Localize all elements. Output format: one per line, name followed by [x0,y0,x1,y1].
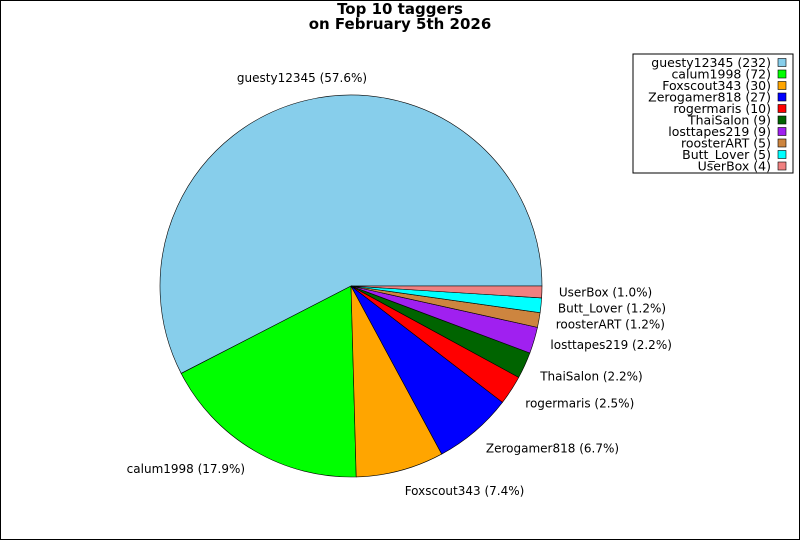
pie-slice-guesty12345 [159,94,543,374]
pie-slice-userbox [350,285,543,299]
legend-label-rogermaris: rogermaris (10) [673,101,771,116]
slice-label-userbox: UserBox (1.0%) [559,286,652,300]
legend-swatch-foxscout343 [777,81,787,90]
legend-label-losttapes219: losttapes219 (9) [668,124,771,139]
slice-label-zerogamer818: Zerogamer818 (6.7%) [486,441,619,455]
legend-swatch-userbox [777,161,787,171]
legend-swatch-calum1998 [777,69,787,79]
slice-label-foxscout343: Foxscout343 (7.4%) [405,484,525,498]
legend-swatch-thaisalon [777,115,787,125]
chart-title-line1: Top 10 taggers [337,0,463,18]
legend-swatch-guesty12345 [777,58,787,67]
legend-label-calum1998: calum1998 (72) [671,67,771,82]
legend-swatch-losttapes219 [777,127,787,136]
legend-label-roosterart: roosterART (5) [681,136,771,151]
slice-label-roosterart: roosterART (1.2%) [556,318,665,332]
legend-label-userbox: UserBox (4) [698,159,771,174]
chart-title: Top 10 taggers on February 5th 2026 [0,2,800,32]
chart-title-line2: on February 5th 2026 [308,15,492,33]
pie-slice-calum1998 [180,285,357,478]
legend-label-zerogamer818: Zerogamer818 (27) [648,90,771,105]
slice-label-guesty12345: guesty12345 (57.6%) [237,71,367,85]
legend-label-butt-lover: Butt_Lover (5) [682,147,771,162]
slice-label-rogermaris: rogermaris (2.5%) [525,396,634,410]
legend-swatch-zerogamer818 [777,92,787,102]
slice-label-thaisalon: ThaiSalon (2.2%) [539,370,643,384]
legend-swatch-rogermaris [777,104,787,113]
legend-label-thaisalon: ThaiSalon (9) [687,113,771,128]
legend-swatch-butt-lover [777,150,787,159]
legend-box [632,53,794,174]
slice-label-losttapes219: losttapes219 (2.2%) [550,338,672,352]
legend-swatch-roosterart [777,138,787,148]
slice-label-calum1998: calum1998 (17.9%) [127,462,245,476]
slice-label-butt-lover: Butt_Lover (1.2%) [558,302,666,316]
legend-label-foxscout343: Foxscout343 (30) [662,78,771,93]
legend-label-guesty12345: guesty12345 (232) [651,55,771,70]
